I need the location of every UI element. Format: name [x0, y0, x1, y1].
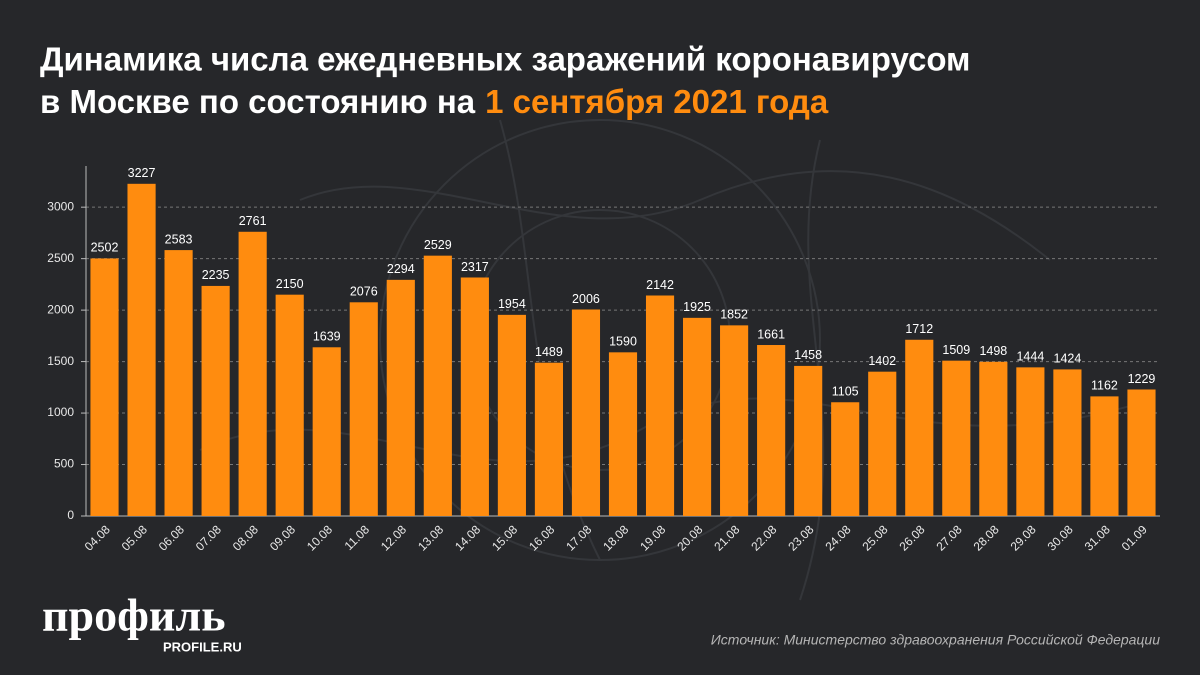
bar	[1090, 396, 1119, 516]
value-label: 2142	[646, 278, 674, 292]
bar	[794, 365, 823, 516]
bar	[1016, 367, 1045, 516]
bar	[164, 250, 193, 516]
value-label: 1402	[868, 354, 896, 368]
bar	[1127, 389, 1156, 516]
y-tick-label: 2500	[47, 251, 74, 265]
bar	[571, 309, 601, 516]
y-tick-label: 2000	[47, 302, 74, 316]
bar	[386, 279, 415, 516]
value-label: 2583	[165, 232, 193, 246]
bar	[460, 277, 489, 516]
bar	[497, 314, 526, 516]
bar	[905, 339, 934, 516]
logo: профиль	[42, 590, 226, 641]
value-label: 2317	[461, 260, 489, 274]
value-label: 1444	[1016, 350, 1044, 364]
value-label: 2761	[239, 214, 267, 228]
bar	[720, 325, 749, 516]
bar	[534, 362, 564, 516]
title-text: в Москве по состоянию на	[40, 83, 476, 120]
bar	[979, 361, 1008, 516]
value-label: 1639	[313, 330, 341, 344]
bar	[831, 402, 860, 516]
chart-title-line2: в Москве по состоянию на 1 сентября 2021 …	[40, 83, 829, 120]
value-label: 1105	[832, 385, 859, 399]
bar	[201, 285, 230, 516]
y-tick-label: 1500	[47, 354, 74, 368]
value-label: 1661	[757, 327, 785, 341]
title-highlight: 1 сентября 2021 года	[485, 83, 829, 120]
value-label: 2294	[387, 262, 415, 276]
bar	[312, 347, 341, 516]
value-label: 1712	[905, 322, 933, 336]
value-label: 3227	[128, 166, 156, 180]
y-tick-label: 3000	[47, 199, 74, 213]
value-label: 1162	[1091, 379, 1118, 393]
value-label: 2529	[424, 238, 452, 252]
bar	[349, 302, 378, 516]
value-label: 2502	[91, 241, 119, 255]
bar	[90, 258, 119, 516]
y-tick-label: 1000	[47, 405, 74, 419]
bar	[757, 345, 786, 516]
value-label: 1424	[1054, 352, 1082, 366]
bar	[127, 183, 156, 516]
value-label: 1925	[683, 300, 711, 314]
bar	[645, 295, 675, 516]
value-label: 2076	[350, 285, 378, 299]
bar	[608, 352, 638, 516]
value-label: 1509	[942, 343, 970, 357]
value-label: 1498	[979, 344, 1007, 358]
bar	[275, 294, 304, 516]
value-label: 2235	[202, 268, 230, 282]
value-label: 2150	[276, 277, 304, 291]
logo-url: PROFILE.RU	[163, 639, 242, 654]
value-label: 1229	[1128, 372, 1156, 386]
source: Источник: Министерство здравоохранения Р…	[711, 632, 1160, 648]
value-label: 1852	[720, 308, 748, 322]
y-tick-label: 0	[67, 508, 74, 522]
chart-title: Динамика числа ежедневных заражений коро…	[40, 41, 970, 78]
bar	[423, 255, 452, 517]
bar	[942, 360, 971, 516]
y-tick-label: 500	[54, 457, 74, 471]
value-label: 1590	[609, 335, 637, 349]
value-label: 1489	[535, 345, 563, 359]
bar	[868, 371, 897, 516]
bar	[238, 231, 267, 516]
value-label: 2006	[572, 292, 600, 306]
bar	[1053, 369, 1082, 516]
value-label: 1458	[794, 348, 822, 362]
bar	[682, 317, 712, 516]
value-label: 1954	[498, 297, 526, 311]
